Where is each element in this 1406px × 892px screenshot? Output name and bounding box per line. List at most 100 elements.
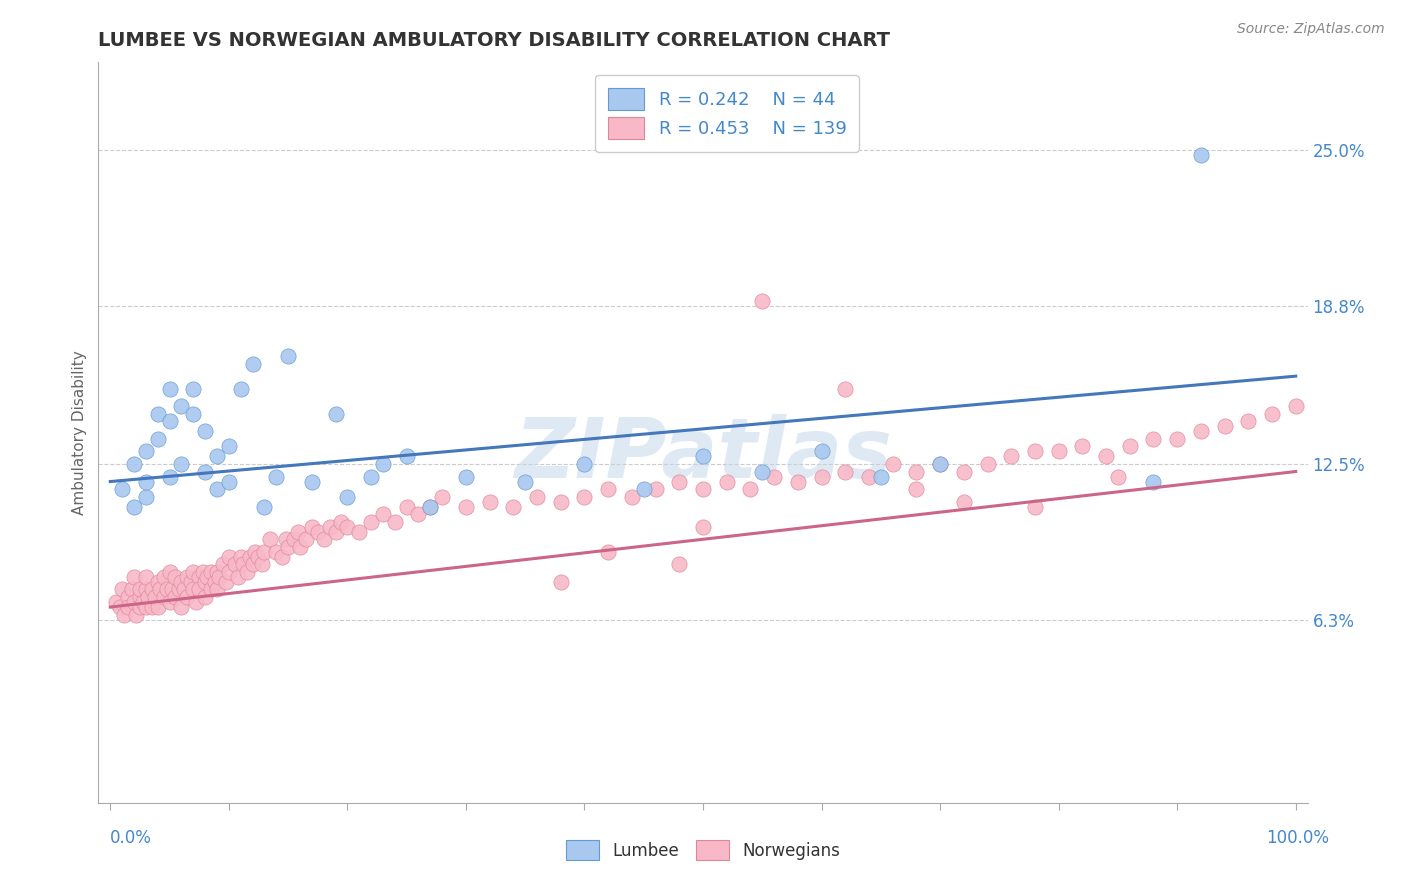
Point	[135, 444, 157, 458]
Point	[129, 600, 152, 615]
Point	[419, 500, 441, 514]
Point	[408, 507, 430, 521]
Point	[170, 574, 193, 589]
Point	[454, 500, 477, 514]
Point	[277, 349, 299, 363]
Point	[274, 533, 297, 547]
Point	[1237, 414, 1260, 428]
Point	[181, 407, 204, 421]
Point	[180, 574, 202, 589]
Point	[1000, 450, 1022, 464]
Point	[526, 490, 548, 504]
Point	[905, 465, 928, 479]
Point	[176, 570, 198, 584]
Point	[763, 469, 786, 483]
Point	[882, 457, 904, 471]
Point	[307, 524, 329, 539]
Point	[170, 600, 193, 615]
Point	[692, 450, 714, 464]
Point	[108, 600, 131, 615]
Point	[952, 465, 974, 479]
Point	[336, 520, 359, 534]
Point	[371, 457, 394, 471]
Point	[235, 565, 257, 579]
Point	[129, 582, 152, 597]
Point	[135, 582, 157, 597]
Point	[834, 382, 856, 396]
Point	[716, 475, 738, 489]
Point	[668, 475, 690, 489]
Point	[250, 558, 273, 572]
Point	[574, 457, 596, 471]
Point	[218, 439, 240, 453]
Point	[976, 457, 998, 471]
Point	[194, 465, 217, 479]
Y-axis label: Ambulatory Disability: Ambulatory Disability	[72, 351, 87, 515]
Point	[644, 482, 666, 496]
Point	[152, 570, 174, 584]
Point	[132, 595, 155, 609]
Point	[740, 482, 762, 496]
Point	[167, 582, 190, 597]
Point	[194, 425, 217, 439]
Point	[159, 565, 181, 579]
Point	[122, 570, 145, 584]
Point	[395, 500, 418, 514]
Point	[550, 494, 572, 508]
Point	[173, 582, 195, 597]
Point	[122, 500, 145, 514]
Point	[264, 545, 287, 559]
Point	[160, 582, 183, 597]
Point	[668, 558, 690, 572]
Point	[1024, 500, 1046, 514]
Point	[159, 382, 181, 396]
Point	[212, 558, 235, 572]
Point	[295, 533, 318, 547]
Point	[574, 490, 596, 504]
Point	[1142, 475, 1164, 489]
Point	[165, 590, 187, 604]
Point	[330, 515, 353, 529]
Point	[371, 507, 394, 521]
Point	[149, 582, 172, 597]
Point	[170, 399, 193, 413]
Point	[239, 549, 262, 564]
Point	[135, 475, 157, 489]
Point	[1142, 432, 1164, 446]
Point	[550, 574, 572, 589]
Point	[156, 582, 179, 597]
Point	[929, 457, 952, 471]
Point	[264, 469, 287, 483]
Point	[1166, 432, 1188, 446]
Point	[141, 600, 163, 615]
Point	[454, 469, 477, 483]
Point	[259, 533, 281, 547]
Point	[751, 465, 773, 479]
Point	[204, 574, 226, 589]
Point	[159, 469, 181, 483]
Text: 100.0%: 100.0%	[1265, 829, 1329, 847]
Point	[283, 533, 305, 547]
Point	[111, 582, 134, 597]
Point	[205, 450, 228, 464]
Point	[146, 574, 169, 589]
Point	[191, 565, 214, 579]
Point	[146, 600, 169, 615]
Point	[478, 494, 501, 508]
Point	[218, 565, 240, 579]
Point	[1119, 439, 1142, 453]
Point	[105, 595, 128, 609]
Point	[200, 565, 222, 579]
Point	[1095, 450, 1118, 464]
Point	[197, 570, 219, 584]
Point	[1071, 439, 1094, 453]
Point	[111, 482, 134, 496]
Point	[287, 524, 309, 539]
Point	[194, 590, 217, 604]
Point	[1047, 444, 1070, 458]
Point	[786, 475, 808, 489]
Point	[1213, 419, 1236, 434]
Point	[598, 482, 620, 496]
Point	[692, 520, 714, 534]
Point	[1261, 407, 1284, 421]
